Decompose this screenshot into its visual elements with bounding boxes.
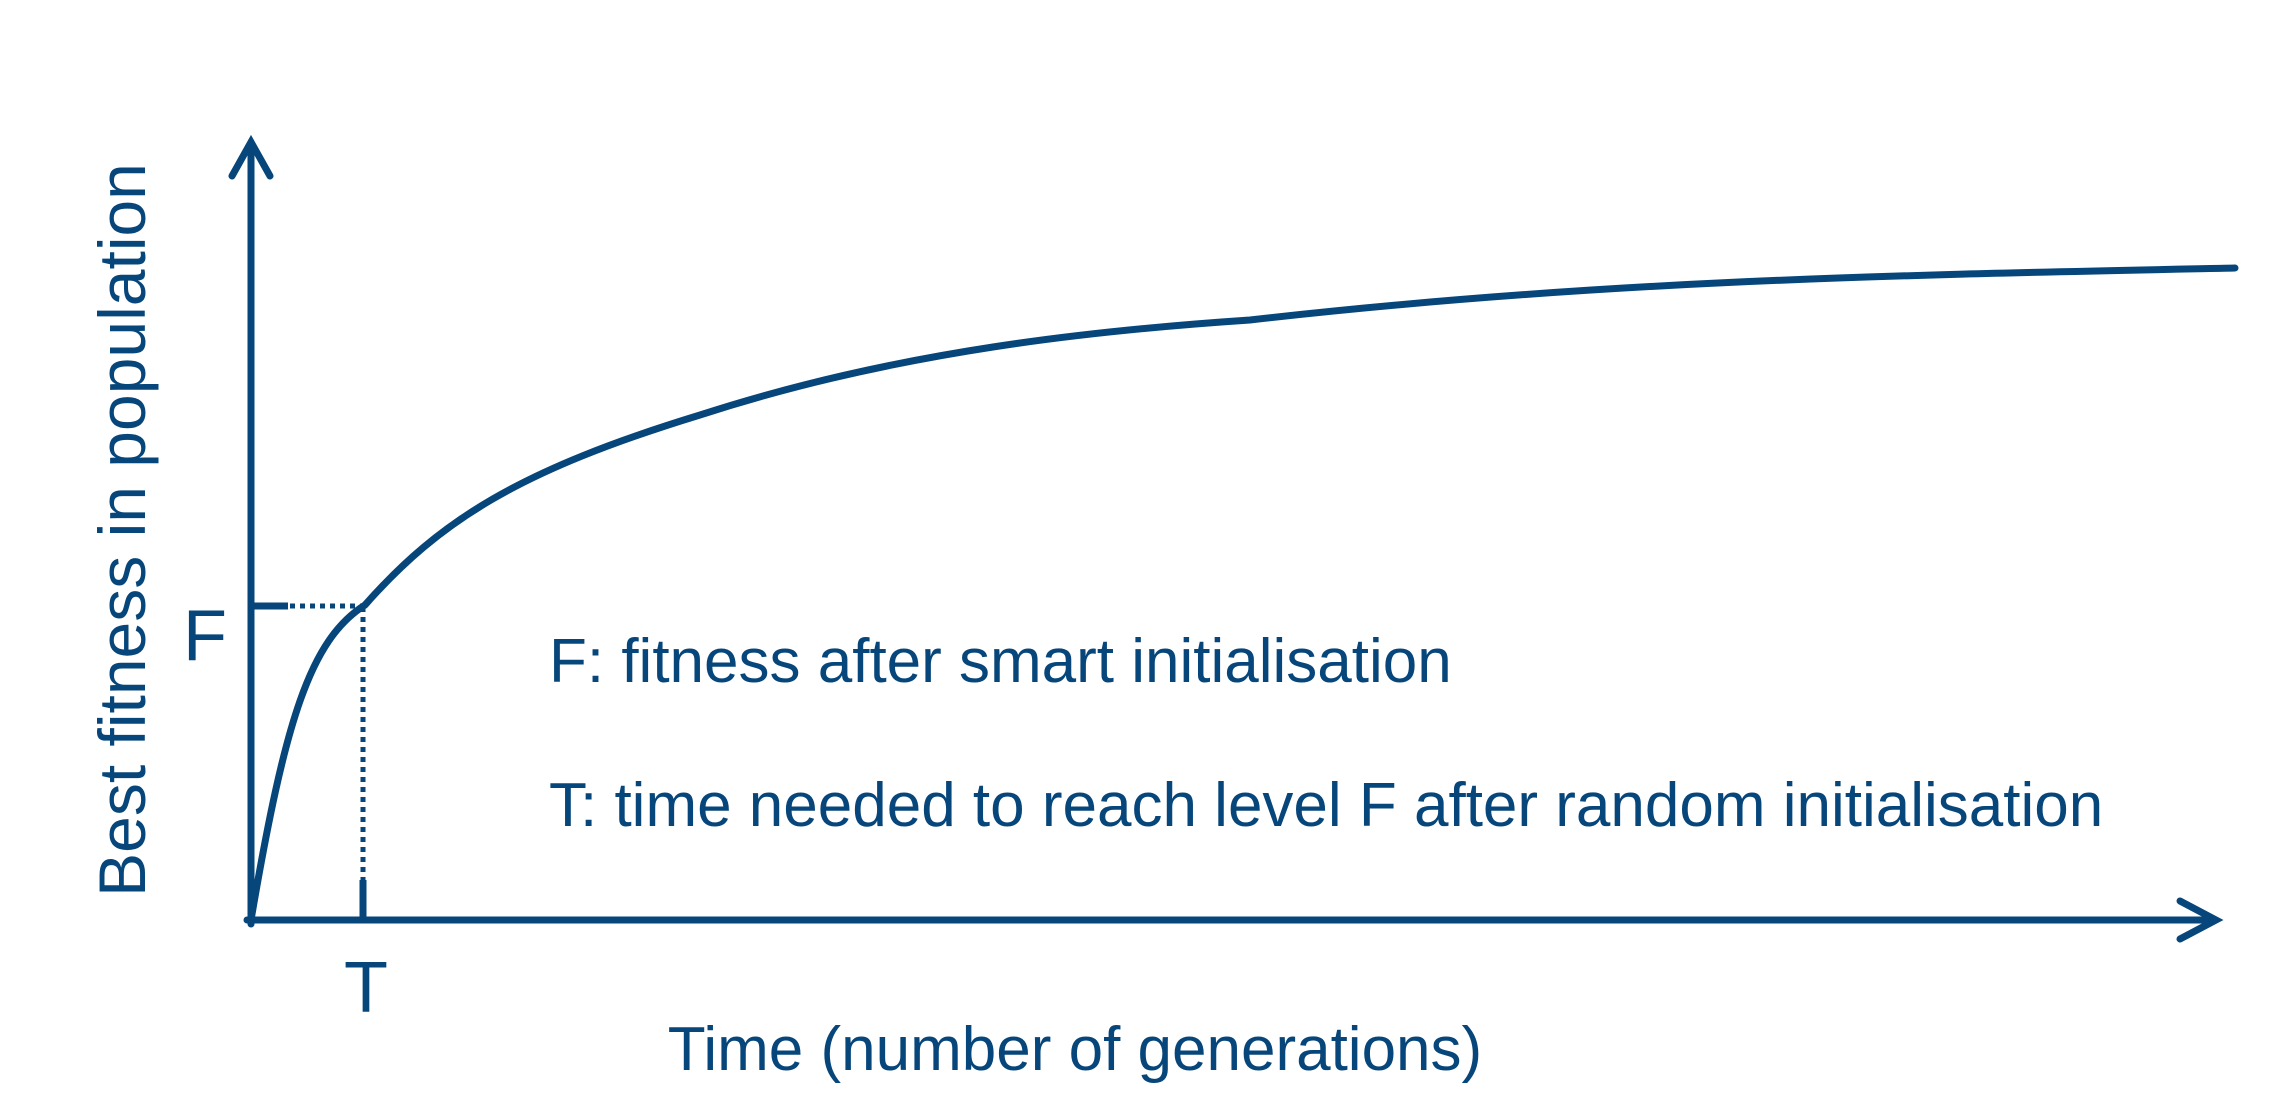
legend-f-definition: F: fitness after smart initialisation — [549, 627, 1452, 696]
x-axis-arrowhead — [2176, 897, 2224, 943]
y-axis-title: Best fitness in population — [85, 163, 159, 897]
t-marker-label: T — [344, 948, 388, 1028]
fitness-curve — [247, 264, 2239, 924]
y-axis-arrowhead — [228, 134, 274, 180]
x-axis-title: Time (number of generations) — [668, 1015, 1482, 1084]
legend-t-definition: T: time needed to reach level F after ra… — [549, 771, 2103, 840]
f-marker-label: F — [183, 596, 227, 676]
